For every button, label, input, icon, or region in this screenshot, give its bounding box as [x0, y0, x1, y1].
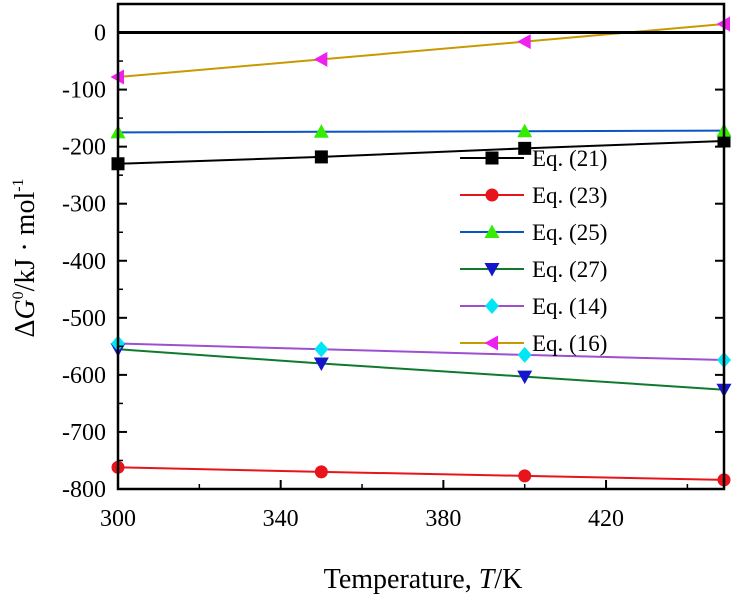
- data-point-series-1: [518, 141, 532, 155]
- data-point-series-2: [518, 469, 532, 483]
- legend-label-2: Eq. (23): [532, 183, 607, 208]
- data-point-series-6: [313, 51, 328, 67]
- data-point-series-3: [517, 123, 533, 138]
- data-point-series-1: [314, 150, 328, 164]
- series-line-1: [117, 139, 725, 165]
- y-tick-label: -300: [62, 192, 106, 218]
- x-tick-label: 340: [263, 506, 299, 532]
- data-point-series-3: [313, 124, 329, 138]
- axis-ticks: [117, 31, 724, 490]
- data-point-series-4: [313, 357, 329, 371]
- legend-label-4: Eq. (27): [532, 257, 607, 282]
- x-tick-label: 300: [100, 506, 136, 532]
- y-tick-label: -800: [62, 477, 106, 503]
- y-tick-label: -500: [62, 306, 106, 332]
- data-point-series-4: [517, 370, 533, 385]
- series-line-5: [117, 342, 725, 362]
- legend-label-3: Eq. (25): [532, 220, 607, 245]
- y-tick-label: -400: [62, 249, 106, 275]
- series-line-4: [117, 348, 725, 391]
- axis-tick-labels: 0 -100 -200 -300 -400 -500 -600 -700 -800 300 340 3…: [62, 21, 624, 532]
- y-tick-label: -600: [62, 363, 106, 389]
- x-tick-label: 420: [588, 506, 624, 532]
- series-lines-layer: [117, 22, 725, 481]
- plot-frame: [116, 2, 726, 491]
- data-point-series-5: [517, 346, 532, 363]
- y-axis-title: ΔG0/kJ · mol-1: [10, 178, 41, 337]
- y-tick-label: -100: [62, 78, 106, 104]
- y-tick-label: -700: [62, 420, 106, 446]
- data-point-series-5: [314, 341, 329, 358]
- legend-label-6: Eq. (16): [532, 331, 607, 356]
- x-axis-title: Temperature, T/K: [324, 564, 523, 595]
- series-line-2: [117, 466, 725, 481]
- legend-marker-3: [484, 224, 500, 238]
- legend-marker-6: [484, 335, 498, 351]
- data-point-series-2: [314, 465, 328, 479]
- legend-marker-2: [485, 188, 499, 202]
- legend-marker-4: [484, 263, 500, 277]
- legend-marker-5: [485, 298, 499, 314]
- data-point-series-6: [517, 34, 531, 50]
- x-tick-label: 380: [425, 506, 461, 532]
- legend-marker-1: [485, 151, 499, 165]
- y-tick-label: -200: [62, 135, 106, 161]
- legend: Eq. (21) Eq. (23) Eq. (25) Eq. (27) Eq. (14)…: [460, 146, 607, 356]
- y-tick-label: 0: [94, 21, 106, 47]
- series-markers-layer: [110, 16, 732, 487]
- legend-label-5: Eq. (14): [532, 294, 607, 319]
- series-line-3: [117, 129, 725, 134]
- legend-label-1: Eq. (21): [532, 146, 607, 171]
